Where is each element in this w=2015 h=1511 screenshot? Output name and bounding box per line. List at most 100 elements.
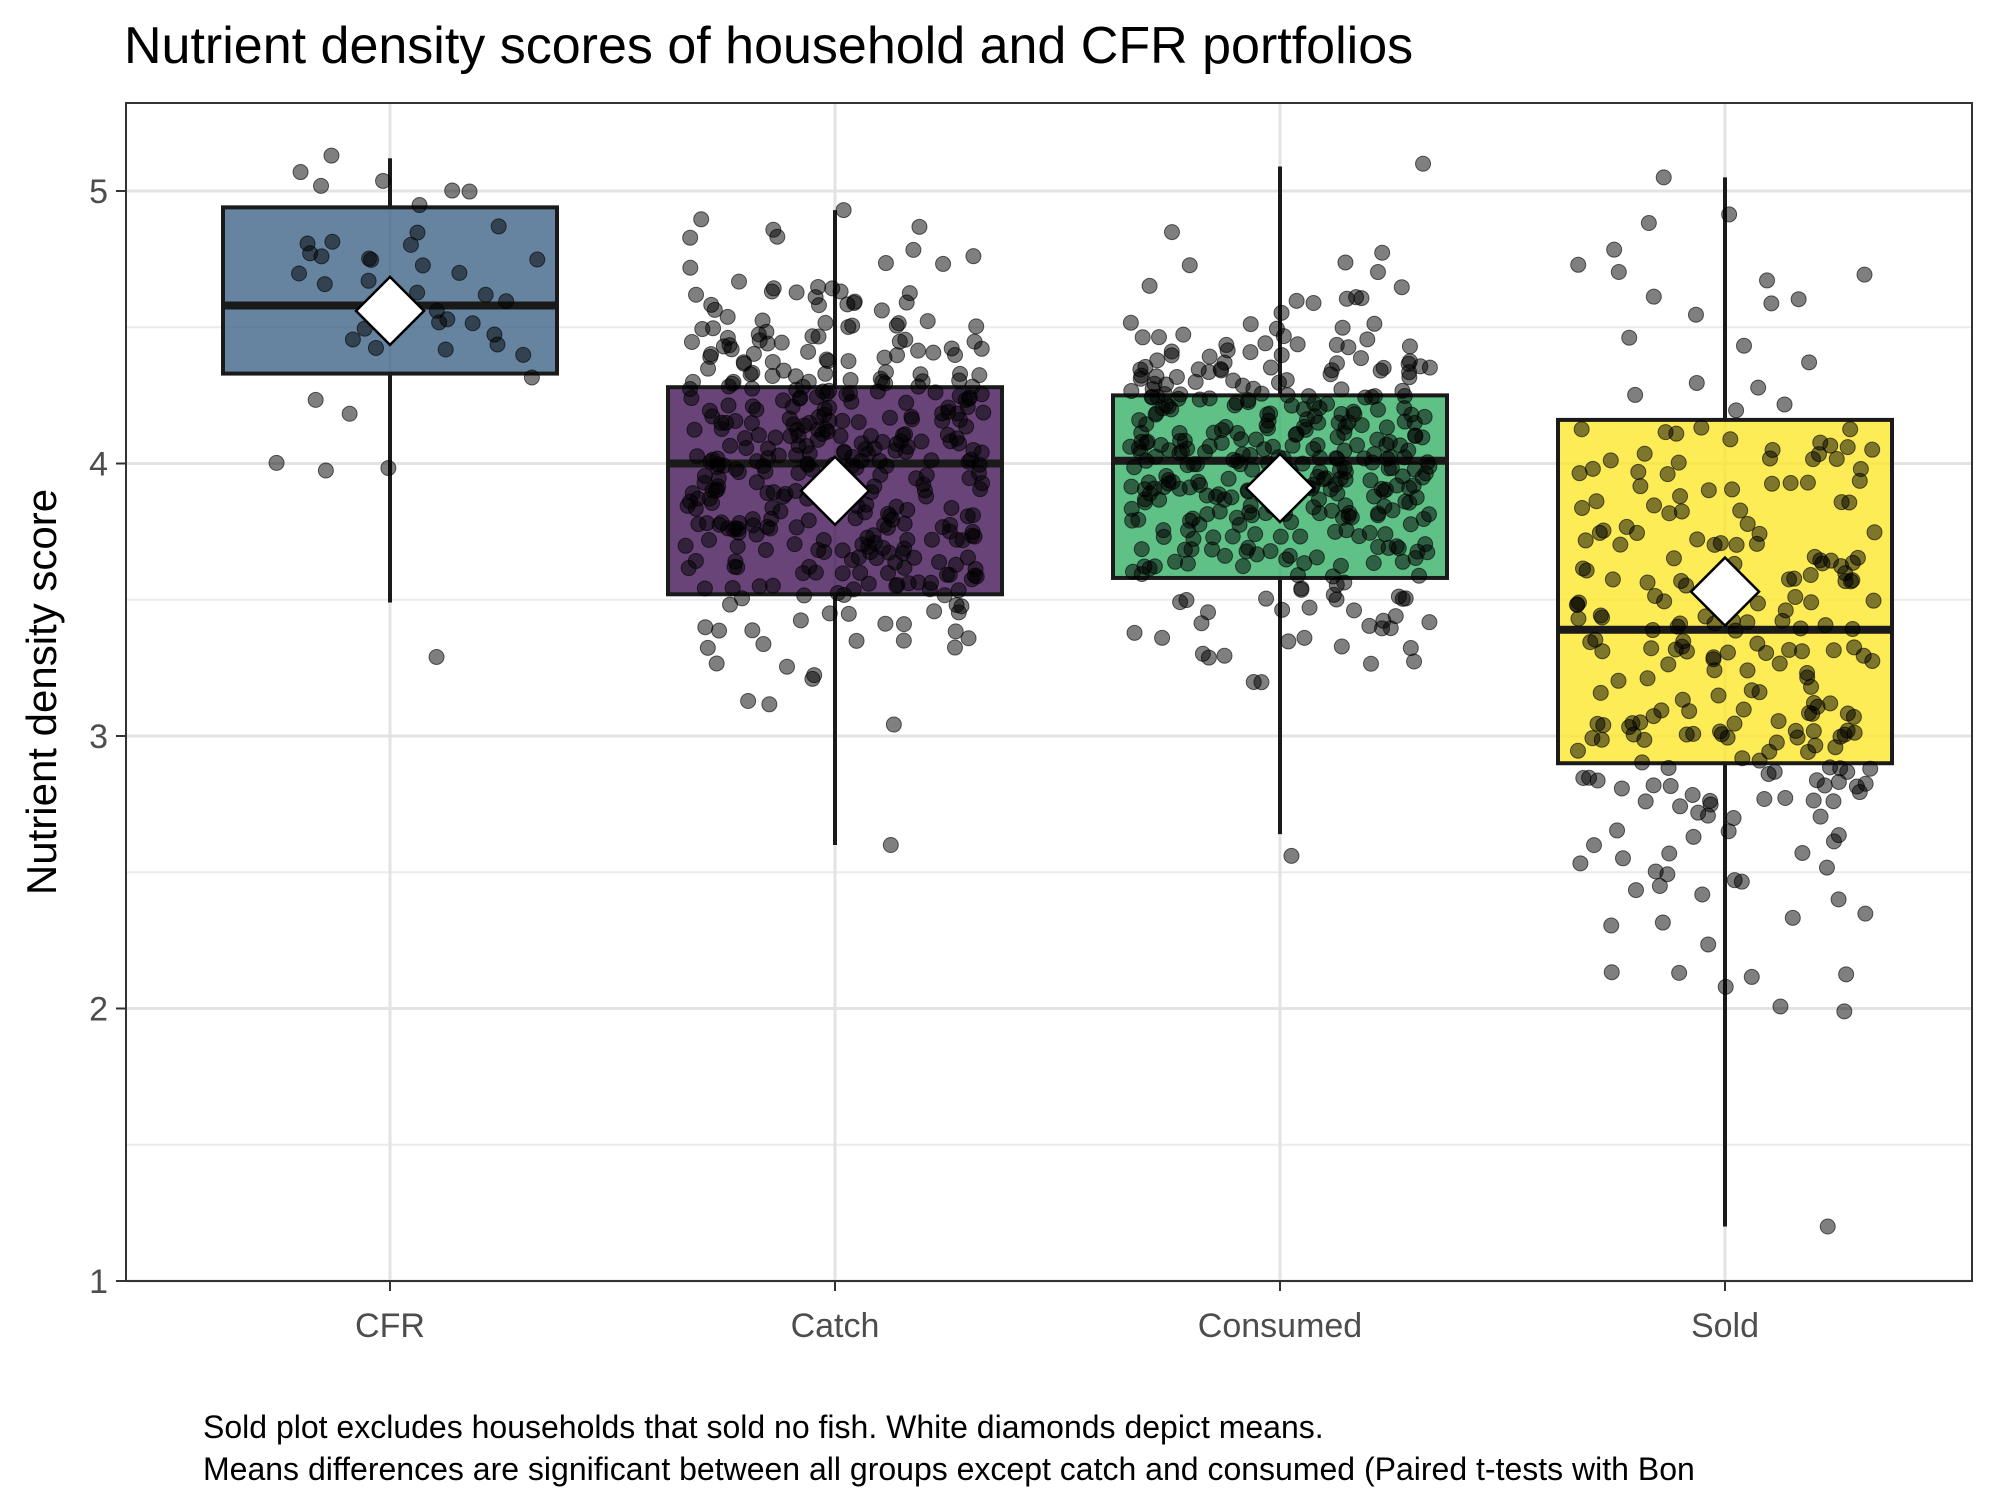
data-point [896, 540, 913, 557]
data-point [1200, 604, 1217, 621]
data-point [1603, 964, 1620, 981]
data-point [923, 531, 940, 548]
data-point [891, 333, 908, 350]
data-point [1735, 337, 1752, 354]
data-point [1839, 439, 1856, 456]
data-point [1370, 539, 1387, 556]
data-point [1242, 316, 1259, 333]
data-point [1807, 737, 1824, 754]
data-point [1262, 543, 1279, 560]
data-point [860, 446, 877, 463]
mean-diamond-cfr [354, 275, 426, 347]
data-point [1402, 516, 1419, 533]
data-point [724, 579, 741, 596]
data-point [1421, 614, 1438, 631]
data-point [523, 369, 540, 386]
data-point [959, 508, 976, 525]
data-point [1822, 759, 1839, 776]
mean-diamonds [354, 275, 1761, 628]
data-point [975, 404, 992, 421]
data-point [1781, 641, 1798, 658]
x-tick-label: Catch [791, 1307, 880, 1345]
data-point [1739, 662, 1756, 679]
data-point [1123, 382, 1140, 399]
data-point [1646, 497, 1663, 514]
data-point [773, 334, 790, 351]
data-point [1167, 553, 1184, 570]
data-point [689, 448, 706, 465]
data-point [1273, 304, 1290, 321]
data-point [960, 630, 977, 647]
data-point [1122, 314, 1139, 331]
data-point [307, 391, 324, 408]
data-point [1632, 478, 1649, 495]
data-point [727, 520, 744, 537]
data-point [1359, 331, 1376, 348]
data-point [704, 451, 721, 468]
data-point [291, 265, 308, 282]
data-point [1808, 772, 1825, 789]
data-point [1327, 523, 1344, 540]
data-point [764, 577, 781, 594]
data-point [751, 332, 768, 349]
data-point [1401, 338, 1418, 355]
data-point [762, 520, 779, 537]
data-point [1637, 793, 1654, 810]
data-point [1573, 421, 1590, 438]
data-point [1782, 475, 1799, 492]
data-point [1334, 319, 1351, 336]
data-point [1187, 373, 1204, 390]
plot-panel-border [125, 102, 1973, 1282]
data-point [1805, 723, 1822, 740]
data-point [1336, 574, 1353, 591]
data-point [1406, 653, 1423, 670]
data-point [686, 421, 703, 438]
data-point [1387, 608, 1404, 625]
data-point [1126, 624, 1143, 641]
data-point [736, 430, 753, 447]
data-point [1332, 557, 1349, 574]
data-point [919, 313, 936, 330]
data-point [1627, 882, 1644, 899]
x-tick-label: CFR [355, 1307, 425, 1345]
data-point [1138, 416, 1155, 433]
y-tick-label: 2 [89, 991, 108, 1029]
data-point [905, 241, 922, 258]
data-point [750, 427, 767, 444]
data-point [725, 373, 742, 390]
data-point [1727, 622, 1744, 639]
data-point [788, 447, 805, 464]
data-point [829, 585, 846, 602]
data-point [911, 218, 928, 235]
mean-diamond-sold [1689, 555, 1761, 628]
data-point [951, 372, 968, 389]
data-point [947, 347, 964, 364]
data-point [1595, 717, 1612, 734]
data-point [1625, 726, 1642, 743]
data-point [1163, 224, 1180, 241]
data-point [946, 639, 963, 656]
data-point [1122, 438, 1139, 455]
data-point [1132, 370, 1149, 387]
data-point [1185, 530, 1202, 547]
data-point [800, 512, 817, 529]
data-point [1397, 590, 1414, 607]
data-point [1225, 372, 1242, 389]
data-point [1857, 905, 1874, 922]
data-point [1838, 966, 1855, 983]
data-point [1123, 500, 1140, 517]
data-point [704, 408, 721, 425]
data-point [1630, 463, 1647, 480]
data-point [694, 321, 711, 338]
data-point [1602, 452, 1619, 469]
data-point [939, 426, 956, 443]
data-point [699, 639, 716, 656]
caption-line-1: Sold plot excludes households that sold … [203, 1409, 1324, 1445]
data-point [1394, 382, 1411, 399]
data-point [1614, 850, 1631, 867]
data-point [1176, 541, 1193, 558]
data-point [317, 462, 334, 479]
data-point [1668, 425, 1685, 442]
data-point [1310, 491, 1327, 508]
data-point [1685, 828, 1702, 845]
